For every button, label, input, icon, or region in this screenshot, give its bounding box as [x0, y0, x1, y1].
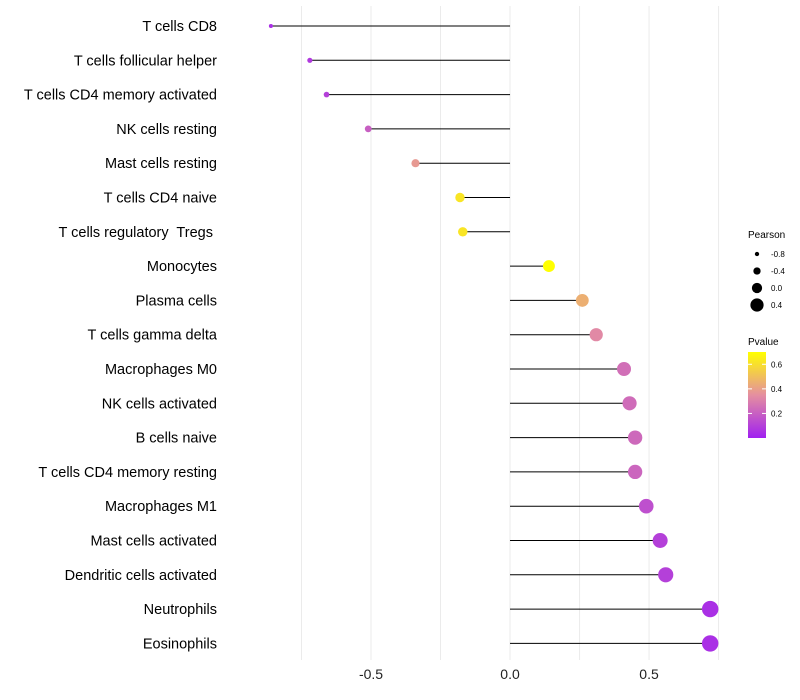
data-point — [701, 600, 719, 618]
color-legend-label: 0.6 — [771, 360, 783, 369]
grid-lines — [301, 6, 720, 660]
category-label: Monocytes — [147, 259, 217, 275]
color-legend-label: 0.2 — [771, 409, 783, 418]
category-label: Eosinophils — [143, 636, 217, 652]
category-label: NK cells activated — [102, 396, 217, 412]
x-axis-ticks: -0.5 0.0 0.5 — [359, 666, 659, 682]
category-label: T cells follicular helper — [74, 53, 217, 69]
size-legend-label: 0.4 — [771, 301, 783, 310]
data-point — [589, 328, 603, 342]
category-label: Plasma cells — [136, 293, 217, 309]
color-legend: Pvalue 0.6 0.4 0.2 — [748, 337, 783, 438]
size-legend: Pearson -0.8 -0.4 0.0 0.4 — [748, 230, 785, 312]
data-point — [307, 57, 313, 63]
data-point — [542, 260, 555, 273]
category-label: T cells regulatory Tregs — [59, 225, 218, 241]
color-legend-title: Pvalue — [748, 337, 779, 348]
category-label: Dendritic cells activated — [65, 568, 217, 584]
data-point — [617, 362, 632, 376]
size-legend-key — [750, 298, 764, 312]
size-legend-label: -0.8 — [771, 250, 785, 259]
x-tick-label: 0.5 — [639, 666, 659, 682]
category-label: Macrophages M0 — [105, 362, 217, 378]
color-legend-bar — [748, 352, 766, 438]
data-point — [627, 464, 643, 480]
category-labels: T cells CD8 T cells follicular helper T ce… — [24, 19, 218, 652]
x-tick-label: 0.0 — [500, 666, 520, 682]
size-legend-key — [751, 282, 763, 294]
color-legend-label: 0.4 — [771, 385, 783, 394]
category-label: T cells CD4 memory resting — [38, 465, 217, 481]
data-point — [364, 125, 372, 133]
size-legend-title: Pearson — [748, 230, 785, 241]
data-point — [458, 227, 468, 237]
data-point — [701, 635, 719, 652]
category-label: T cells gamma delta — [88, 328, 218, 344]
category-label: Mast cells resting — [105, 156, 217, 172]
data-point — [575, 293, 589, 307]
size-legend-key — [753, 267, 761, 275]
data-point — [652, 532, 668, 549]
data-point — [268, 23, 273, 29]
category-label: Macrophages M1 — [105, 499, 217, 515]
points — [268, 23, 719, 652]
category-label: B cells naive — [136, 431, 217, 447]
category-label: T cells CD8 — [142, 19, 217, 35]
data-point — [638, 498, 654, 514]
data-point — [411, 159, 420, 168]
category-label: Mast cells activated — [90, 534, 217, 550]
stems — [270, 25, 711, 644]
size-legend-label: -0.4 — [771, 267, 785, 276]
data-point — [658, 567, 674, 583]
size-legend-label: 0.0 — [771, 284, 783, 293]
x-tick-label: -0.5 — [359, 666, 383, 682]
size-legend-key — [754, 251, 760, 257]
data-point — [455, 192, 465, 203]
category-label: T cells CD4 memory activated — [24, 88, 217, 104]
data-point — [627, 430, 643, 445]
category-label: T cells CD4 naive — [104, 191, 217, 207]
category-label: NK cells resting — [116, 122, 217, 138]
data-point — [622, 396, 637, 411]
data-point — [323, 91, 330, 98]
category-label: Neutrophils — [144, 602, 217, 618]
